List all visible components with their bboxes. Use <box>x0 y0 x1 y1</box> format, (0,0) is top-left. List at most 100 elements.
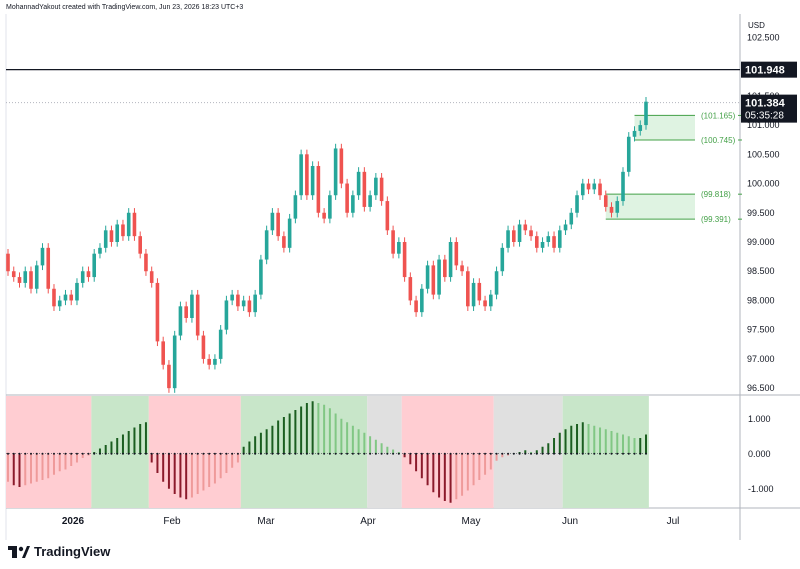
zero-dot <box>627 452 630 455</box>
zero-dot <box>87 452 90 455</box>
candle-up <box>448 242 453 278</box>
resistance-price-tag <box>741 61 797 78</box>
candle-down <box>477 282 482 301</box>
candle-down <box>512 230 516 242</box>
candle-down <box>345 183 349 213</box>
candle-down <box>6 253 10 272</box>
zero-dot <box>541 452 544 455</box>
zero-dot <box>334 452 337 455</box>
last-price-tag <box>741 94 797 123</box>
candle-up <box>557 230 562 248</box>
candle-up <box>517 224 522 242</box>
candle-up <box>63 294 68 301</box>
zero-dot <box>156 452 159 455</box>
candle-down <box>121 224 125 237</box>
zero-dot <box>501 452 504 455</box>
candle-down <box>454 242 459 266</box>
candle-up <box>333 148 338 196</box>
zero-dot <box>271 452 274 455</box>
last-price-label: 101.384 <box>745 98 786 110</box>
zero-dot <box>259 452 262 455</box>
candle-up <box>351 195 355 213</box>
zero-dot <box>438 452 441 455</box>
price-tick-label: 102.500 <box>747 32 780 42</box>
candle-down <box>460 265 464 272</box>
zero-dot <box>357 452 360 455</box>
indicator-zone-neutral <box>493 396 563 508</box>
candle-up <box>626 136 631 172</box>
candle-down <box>408 277 413 301</box>
candle-down <box>109 230 114 242</box>
zero-dot <box>610 452 613 455</box>
zero-dot <box>570 452 573 455</box>
candle-down <box>362 171 367 207</box>
zero-dot <box>420 452 423 455</box>
candle-up <box>632 130 637 137</box>
candle-up <box>98 247 102 254</box>
candle-down <box>247 300 252 313</box>
candle-up <box>575 195 579 213</box>
candle-down <box>443 259 447 278</box>
candle-down <box>431 265 436 295</box>
candle-down <box>161 341 165 365</box>
candle-down <box>138 236 142 254</box>
candle-down <box>167 364 171 389</box>
zero-dot <box>426 452 429 455</box>
zero-dot <box>558 452 561 455</box>
candle-up <box>224 300 229 330</box>
zero-dot <box>432 452 435 455</box>
time-axis-label: May <box>462 516 481 527</box>
candle-up <box>592 183 597 190</box>
price-tick-label: 100.000 <box>747 179 780 189</box>
zero-dot <box>466 452 469 455</box>
zero-dot <box>81 452 84 455</box>
candle-up <box>425 265 430 289</box>
candle-down <box>339 148 344 184</box>
zero-dot <box>93 452 96 455</box>
candle-up <box>293 195 298 219</box>
candle-down <box>523 224 528 231</box>
candle-down <box>414 300 418 313</box>
candle-down <box>385 201 390 231</box>
tradingview-brand: TradingView <box>8 544 110 559</box>
zero-dot <box>340 452 343 455</box>
indicator-zone-neg <box>6 396 92 508</box>
zero-dot <box>121 452 124 455</box>
candle-down <box>86 271 91 278</box>
candle-down <box>17 277 22 283</box>
candle-down <box>201 335 206 359</box>
candle-up <box>57 300 62 307</box>
zero-dot <box>535 452 538 455</box>
zero-dot <box>139 452 142 455</box>
candle-up <box>638 125 643 131</box>
candle-down <box>236 294 240 307</box>
candle-up <box>420 288 424 313</box>
zero-dot <box>294 452 297 455</box>
price-tick-label: 97.000 <box>747 354 775 364</box>
zero-dot <box>547 452 550 455</box>
candle-up <box>489 294 493 307</box>
candle-down <box>609 206 614 213</box>
indicator-zone-neg <box>148 396 241 508</box>
zero-dot <box>397 452 400 455</box>
zero-dot <box>639 452 642 455</box>
chart-credit: MohannadYakout created with TradingView.… <box>6 4 244 11</box>
breakout-zone-box <box>634 115 695 140</box>
candle-down <box>466 271 470 307</box>
candle-up <box>546 236 551 242</box>
zero-dot <box>346 452 349 455</box>
candle-up <box>621 171 625 202</box>
zero-dot <box>133 452 136 455</box>
zero-dot <box>553 452 556 455</box>
zero-dot <box>52 452 55 455</box>
candle-down <box>282 236 286 248</box>
candle-up <box>368 195 372 207</box>
candle-down <box>52 288 56 307</box>
zero-dot <box>576 452 579 455</box>
candle-down <box>552 236 556 248</box>
zero-dot <box>7 452 9 455</box>
level-label: (99.818) <box>701 190 731 199</box>
candle-down <box>184 306 188 318</box>
level-label: (101.165) <box>701 111 736 120</box>
